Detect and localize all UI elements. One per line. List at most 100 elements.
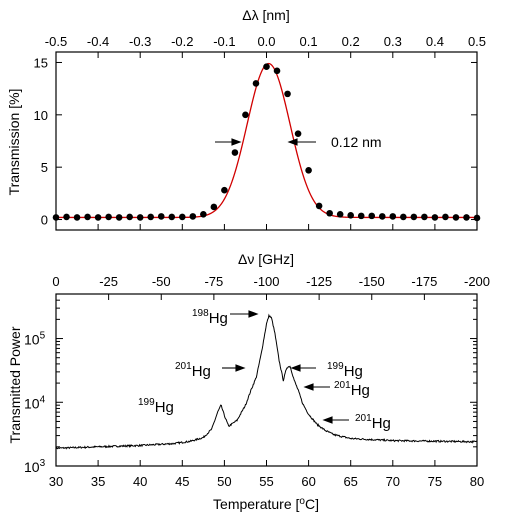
- top-y-axis-label: Transmission [%]: [6, 89, 22, 196]
- data-point: [105, 213, 112, 221]
- label-201hg-low: 201Hg: [355, 413, 391, 432]
- fit-curve: [56, 62, 477, 219]
- data-point: [452, 214, 460, 221]
- ghz-tick-labels: 0 -25 -50 -75 -100 -125 -150 -175 -200: [52, 274, 490, 289]
- data-point: [231, 149, 239, 156]
- x-tick-label: 55: [259, 474, 273, 489]
- data-point: [442, 213, 449, 221]
- ghz-tick-label: -100: [253, 274, 279, 289]
- data-point: [221, 186, 228, 194]
- hg201-mid-arrowhead: [303, 383, 314, 391]
- data-point: [389, 213, 397, 220]
- ghz-tick-label: -50: [152, 274, 171, 289]
- data-point: [305, 167, 312, 174]
- x-tick-label: 0.0: [257, 34, 275, 49]
- data-point: [378, 213, 386, 220]
- data-point: [168, 213, 176, 221]
- y-tick-base: 10: [24, 395, 40, 411]
- hg198-arrowhead: [248, 310, 259, 318]
- x-tick-label: -0.4: [87, 34, 109, 49]
- data-point: [357, 212, 365, 220]
- x-tick-label: 65: [343, 474, 357, 489]
- y-tick-label: 104: [24, 394, 46, 411]
- data-point: [136, 214, 144, 221]
- data-point: [210, 203, 218, 211]
- y-tick-label: 5: [41, 160, 48, 175]
- x-tick-label: -0.5: [45, 34, 67, 49]
- top-panel: Δλ [nm] -0.5 -0.4 -0.3 -0.2 -0.1 0.0 0.1 0.2 0.3…: [6, 7, 486, 231]
- right-arrowhead: [287, 138, 298, 146]
- data-point: [400, 213, 407, 221]
- ghz-tick-label: -25: [99, 274, 118, 289]
- x-tick-label: 45: [175, 474, 189, 489]
- data-points: [52, 63, 481, 222]
- data-point: [189, 213, 197, 220]
- x-tick-label: 0.3: [384, 34, 402, 49]
- y-tick-label: 15: [34, 55, 48, 70]
- x-tick-label: -0.3: [129, 34, 151, 49]
- x-tick-label: 0.4: [426, 34, 444, 49]
- data-point: [179, 213, 186, 221]
- spectrum-line: [55, 313, 478, 450]
- y-tick-base: 10: [24, 459, 40, 475]
- ghz-tick-label: -125: [306, 274, 332, 289]
- data-point: [315, 202, 323, 210]
- x-tick-label: -0.2: [171, 34, 193, 49]
- data-point: [126, 213, 133, 221]
- y-tick-base: 10: [24, 332, 40, 348]
- y-tick-label: 10: [34, 108, 48, 123]
- label-201hg-left: 201Hg: [175, 361, 211, 380]
- data-point: [73, 214, 81, 221]
- x-tick-label: 70: [386, 474, 400, 489]
- ghz-tick-label: -175: [411, 274, 437, 289]
- data-point: [368, 212, 376, 220]
- fwhm-arrows: [215, 138, 316, 146]
- data-point: [284, 90, 291, 98]
- hg199-right-arrowhead: [290, 364, 301, 372]
- bottom-plot-frame: [55, 293, 478, 467]
- temperature-ticks: [55, 460, 478, 466]
- bottom-y-axis-label: Transmitted Power: [7, 326, 23, 443]
- data-point: [421, 213, 428, 221]
- top-x-tick-labels: -0.5 -0.4 -0.3 -0.2 -0.1 0.0 0.1 0.2 0.3 0.4 0.5: [45, 34, 486, 49]
- top-x-ticks: [55, 52, 478, 230]
- x-tick-label: 60: [301, 474, 315, 489]
- top-plot-frame: [55, 51, 478, 231]
- x-tick-label: 0.1: [300, 34, 318, 49]
- top-y-ticks: 0 5 10 15: [34, 55, 477, 228]
- left-arrowhead: [231, 138, 242, 146]
- x-tick-label: 0.2: [342, 34, 360, 49]
- x-tick-label: 80: [470, 474, 484, 489]
- bottom-panel: Δν [GHz] 0 -25 -50 -75 -100 -125 -150 -175 -200 …: [7, 251, 490, 512]
- top-axis-label-ghz: Δν [GHz]: [238, 251, 294, 267]
- x-tick-label: -0.1: [213, 34, 235, 49]
- data-point: [326, 209, 333, 217]
- fwhm-label: 0.12 nm: [331, 134, 382, 150]
- data-point: [336, 210, 344, 218]
- ghz-tick-label: 0: [52, 274, 59, 289]
- x-tick-label: 50: [217, 474, 231, 489]
- data-point: [263, 63, 270, 70]
- data-point: [294, 130, 302, 137]
- label-199hg-left: 199Hg: [138, 397, 174, 416]
- data-point: [63, 213, 70, 221]
- x-tick-label: 30: [49, 474, 63, 489]
- ghz-tick-label: -200: [464, 274, 490, 289]
- hg201-left-arrowhead: [235, 364, 246, 372]
- data-point: [242, 111, 249, 119]
- label-198hg: 198Hg: [192, 308, 228, 327]
- ghz-tick-label: -150: [359, 274, 385, 289]
- data-point: [115, 214, 123, 221]
- data-point: [200, 210, 207, 218]
- data-point: [94, 214, 102, 221]
- x-tick-label: 35: [91, 474, 105, 489]
- y-tick-label: 105: [24, 331, 46, 348]
- data-point: [273, 67, 281, 75]
- temperature-tick-labels: 30 35 40 45 50 55 60 65 70 75 80: [49, 474, 484, 489]
- data-point: [252, 80, 260, 87]
- x-tick-label: 40: [133, 474, 147, 489]
- bottom-x-axis-label: Temperature [oC]: [213, 496, 319, 512]
- data-point: [84, 213, 91, 221]
- label-199hg-right: 199Hg: [327, 361, 363, 380]
- data-point: [431, 214, 439, 221]
